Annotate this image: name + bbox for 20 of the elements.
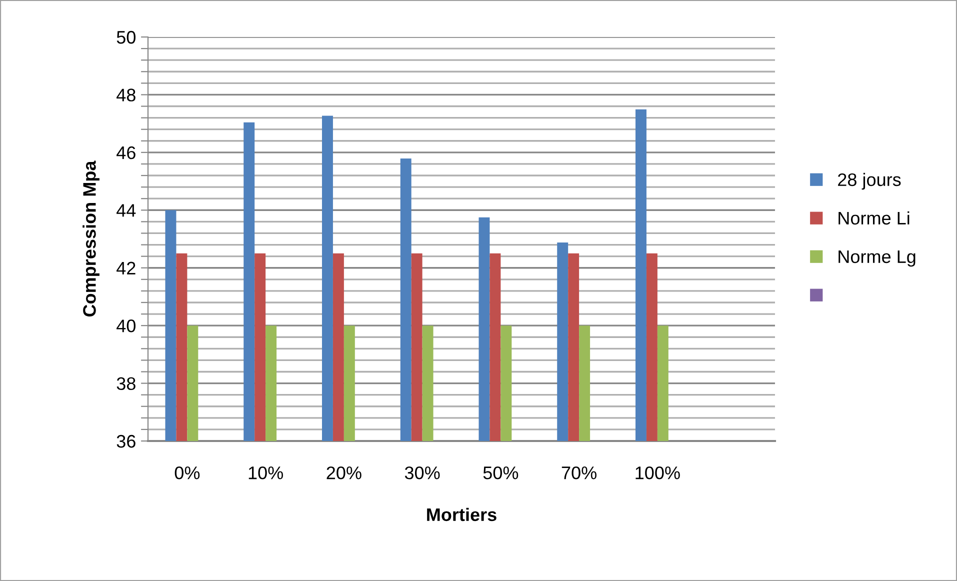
y-tick-label: 40 [116, 320, 136, 332]
y-tick-label: 44 [116, 204, 136, 217]
legend-label: Norme Lg [838, 250, 916, 267]
y-tick-label: 36 [116, 434, 136, 448]
y-tick-label: 46 [116, 146, 136, 160]
y-axis-title: Compression Mpa [82, 160, 100, 317]
x-tick-label: 20% [326, 466, 362, 480]
x-tick-label: 70% [562, 466, 596, 480]
x-tick-label: 30% [404, 466, 440, 480]
x-tick-label: 0% [174, 466, 200, 480]
x-tick-label: 100% [636, 466, 680, 480]
x-tick-label: 10% [248, 466, 283, 480]
x-tick-label: 50% [483, 466, 518, 480]
legend-label: 28 jours [838, 172, 901, 190]
y-tick-label: 48 [116, 88, 136, 102]
y-tick-label: 50 [116, 30, 136, 44]
y-tick-label: 42 [116, 262, 136, 274]
x-axis-title: Mortiers [427, 508, 496, 522]
y-tick-label: 38 [116, 377, 136, 390]
legend-label: Norme Li [838, 211, 910, 225]
